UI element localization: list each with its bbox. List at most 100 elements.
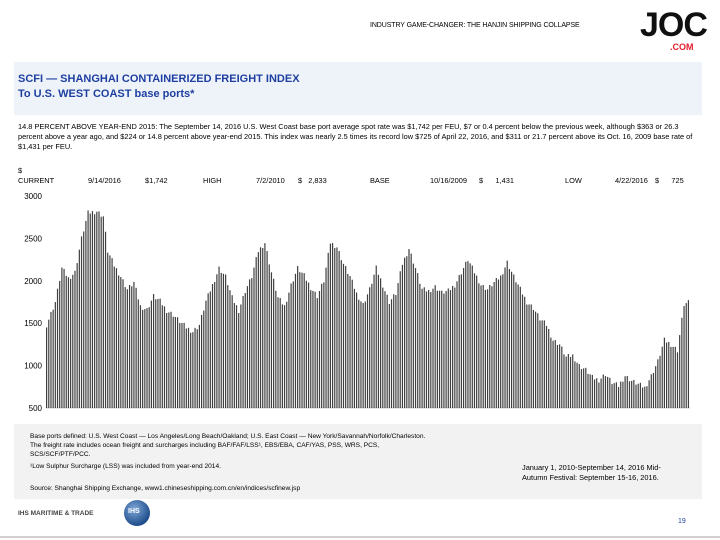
bar (541, 320, 543, 408)
bar (198, 324, 201, 408)
bar (183, 322, 185, 408)
bar (393, 294, 395, 408)
bar (668, 341, 670, 408)
note-surcharges-cont: SCS/SCF/PTF/PCC. (30, 451, 91, 458)
bar (255, 257, 257, 408)
scfi-bar-chart: 500 1000 1500 2000 2500 3000 (24, 192, 690, 413)
note-lss: ¹Low Sulphur Surcharge (LSS) was include… (30, 463, 221, 470)
bar (107, 252, 109, 408)
bar (196, 329, 198, 408)
bar (473, 273, 476, 408)
bar (222, 273, 225, 408)
bar (524, 296, 526, 408)
bar (375, 265, 377, 408)
bar (270, 272, 273, 408)
bar (672, 346, 674, 408)
bar (513, 274, 515, 408)
bar (679, 335, 681, 408)
note-base-ports: Base ports defined: U.S. West Coast — Lo… (30, 433, 426, 440)
bar (613, 383, 615, 408)
note-source: Source: Shanghai Shipping Exchange, www1… (30, 485, 301, 492)
bar (443, 293, 445, 408)
bar (325, 267, 327, 408)
bar (342, 263, 345, 408)
bar (305, 280, 307, 408)
bar (593, 379, 596, 408)
page-number: 19 (678, 518, 686, 525)
bar (659, 355, 661, 408)
bar (63, 268, 65, 408)
high-label: HIGH (203, 176, 222, 185)
bar (46, 327, 48, 408)
bar (124, 287, 126, 408)
bar (589, 374, 591, 408)
bar (687, 300, 690, 408)
bar (456, 281, 458, 408)
bar (266, 251, 268, 408)
bar (419, 283, 421, 408)
bar (181, 322, 183, 408)
bar (467, 261, 469, 408)
bar (366, 294, 369, 408)
bar (495, 278, 497, 408)
y-tick-label: 2500 (24, 234, 42, 243)
bar (329, 243, 331, 408)
bar (567, 353, 569, 408)
bar (316, 298, 318, 408)
bar (168, 312, 170, 408)
base-label: BASE (370, 176, 390, 185)
bar (104, 231, 107, 408)
bar (231, 295, 233, 408)
bar (565, 356, 567, 408)
bar (471, 265, 473, 408)
bar (120, 277, 122, 408)
bar (371, 283, 373, 408)
bar (135, 287, 137, 408)
bar (301, 272, 303, 408)
bar (355, 292, 358, 408)
bar (307, 282, 310, 408)
bar (454, 287, 456, 408)
bar (639, 382, 641, 408)
base-date: 10/16/2009 (430, 176, 467, 185)
bar (109, 255, 111, 408)
bar (98, 211, 100, 408)
bar (131, 286, 133, 408)
bar (620, 381, 622, 408)
bar (349, 276, 351, 408)
y-tick-label: 500 (29, 404, 43, 413)
bar (674, 346, 676, 408)
bar (152, 294, 155, 408)
bar (504, 267, 506, 408)
bar (410, 253, 412, 408)
low-label: LOW (565, 176, 582, 185)
bar (633, 379, 635, 408)
bar (203, 310, 205, 408)
bar (59, 280, 61, 408)
bar (615, 382, 617, 408)
bar (591, 374, 593, 408)
bar (554, 340, 556, 408)
bar (670, 346, 672, 408)
bar (476, 275, 478, 408)
bar (552, 340, 554, 408)
bar (323, 282, 325, 408)
bar (251, 278, 253, 408)
bar (425, 291, 428, 408)
bar (414, 268, 417, 408)
bar (648, 380, 650, 408)
bar (314, 291, 316, 408)
bar (190, 332, 192, 408)
bar (122, 279, 124, 408)
bar (543, 320, 545, 408)
bar (380, 278, 382, 408)
bar (578, 364, 580, 408)
bar (661, 346, 663, 408)
bar (174, 317, 176, 408)
bar (550, 337, 552, 408)
bar (273, 278, 275, 408)
bar (310, 290, 312, 408)
bar (373, 274, 375, 408)
bar (604, 376, 607, 408)
bar-series (46, 210, 690, 408)
